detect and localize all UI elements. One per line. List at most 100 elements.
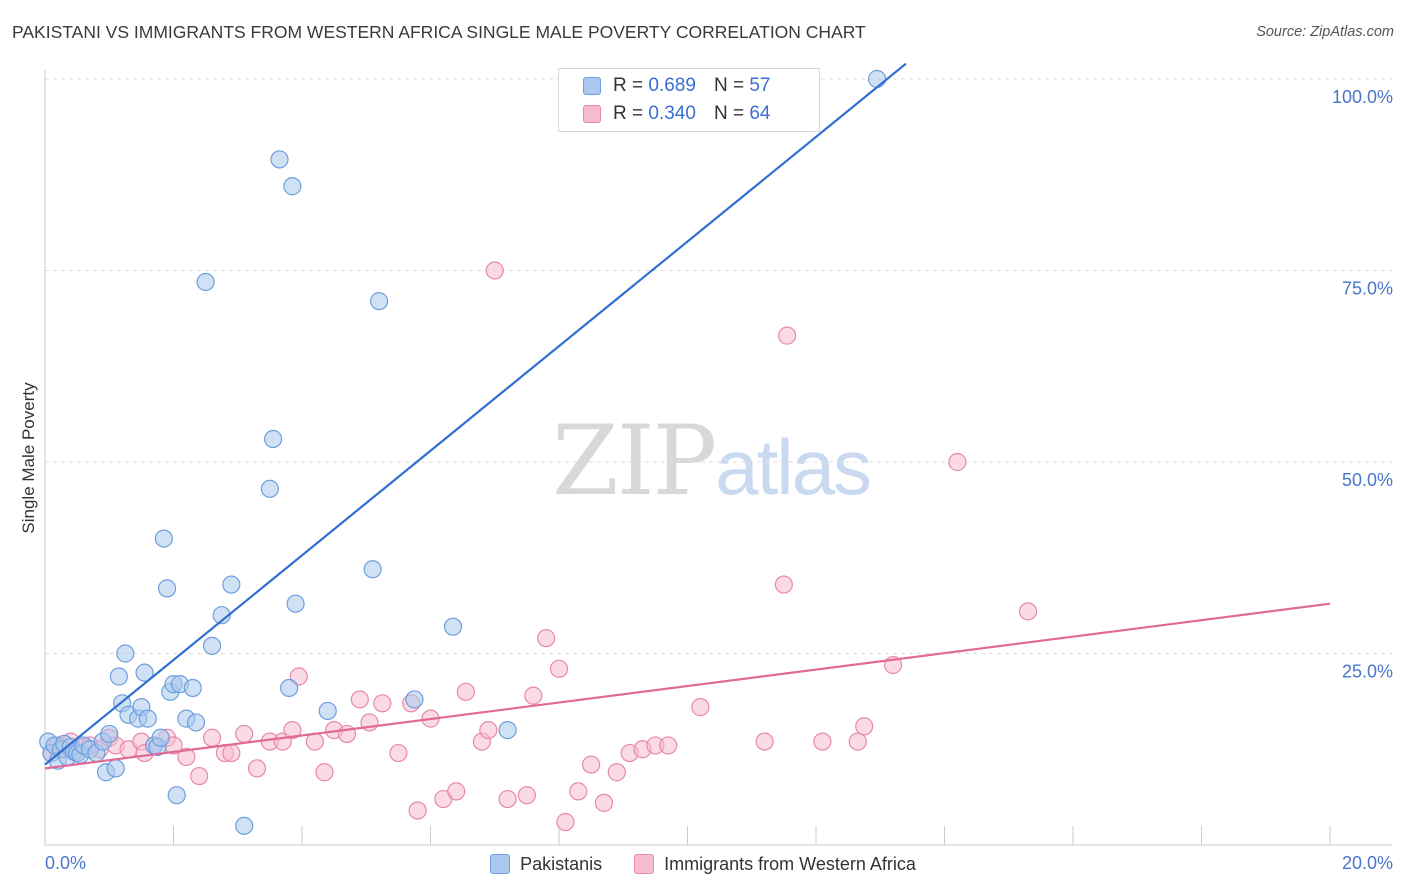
point-western-africa — [594, 793, 614, 812]
point-western-africa — [479, 720, 498, 740]
series-legend-pakistanis[interactable]: Pakistanis — [490, 854, 602, 875]
point-western-africa — [235, 724, 254, 744]
point-pakistanis — [235, 816, 254, 835]
point-pakistanis — [100, 724, 119, 744]
chart-title: PAKISTANI VS IMMIGRANTS FROM WESTERN AFR… — [12, 22, 866, 42]
point-pakistanis — [196, 272, 215, 292]
y-tick-label: 50.0% — [1342, 470, 1393, 490]
x-tick-label: 0.0% — [45, 853, 86, 873]
point-western-africa — [549, 659, 569, 678]
point-pakistanis — [154, 529, 173, 548]
legend-r-value: 0.689 — [648, 75, 696, 96]
point-western-africa — [373, 694, 392, 713]
point-pakistanis — [260, 479, 279, 498]
y-tick-label: 25.0% — [1342, 662, 1393, 682]
legend-row-western-africa: R = 0.340 N = 64 — [583, 101, 770, 127]
point-pakistanis — [109, 667, 128, 686]
point-western-africa — [190, 766, 209, 786]
point-western-africa — [755, 732, 774, 751]
point-western-africa — [447, 782, 466, 801]
trendline-western-africa — [44, 602, 1331, 770]
legend-r-label: R = — [613, 75, 644, 96]
series-swatch-blue — [490, 854, 511, 874]
point-pakistanis — [867, 69, 887, 89]
point-pakistanis — [443, 617, 463, 636]
legend-r-label: R = — [613, 103, 644, 124]
watermark-zip: ZIP — [552, 405, 717, 517]
legend-swatch-pink — [583, 105, 601, 123]
correlation-legend: R = 0.689 N = 57 R = 0.340 N = 64 — [558, 68, 820, 132]
point-western-africa — [607, 763, 626, 782]
point-western-africa — [948, 452, 967, 472]
point-pakistanis — [405, 690, 424, 709]
point-pakistanis — [370, 292, 389, 311]
point-pakistanis — [498, 720, 517, 740]
point-pakistanis — [151, 728, 170, 747]
series-legend: Pakistanis Immigrants from Western Afric… — [0, 851, 1406, 877]
legend-n-value: 57 — [749, 75, 771, 96]
point-pakistanis — [263, 429, 283, 449]
series-name: Pakistanis — [520, 853, 603, 874]
point-western-africa — [177, 747, 196, 767]
watermark-atlas: atlas — [715, 423, 872, 511]
legend-n-label: N = — [713, 75, 745, 96]
watermark: ZIPatlas — [552, 405, 872, 517]
point-western-africa — [202, 728, 222, 747]
point-pakistanis — [186, 713, 206, 732]
point-western-africa — [582, 755, 601, 774]
point-pakistanis — [135, 663, 154, 682]
series-legend-western-africa[interactable]: Immigrants from Western Africa — [634, 854, 916, 875]
series-swatch-pink — [634, 854, 655, 874]
point-pakistanis — [106, 759, 125, 778]
point-western-africa — [498, 789, 517, 809]
legend-row-pakistanis: R = 0.689 N = 57 — [583, 73, 770, 99]
point-western-africa — [456, 682, 475, 701]
point-pakistanis — [116, 644, 135, 663]
point-western-africa — [408, 801, 427, 820]
point-western-africa — [389, 743, 408, 763]
point-western-africa — [537, 629, 556, 648]
point-pakistanis — [138, 709, 157, 728]
point-western-africa — [569, 782, 588, 801]
point-pakistanis — [222, 575, 241, 594]
source-credit: Source: ZipAtlas.com — [1256, 24, 1394, 40]
point-western-africa — [556, 812, 575, 832]
y-tick-label: 75.0% — [1342, 279, 1393, 299]
point-pakistanis — [318, 701, 337, 721]
point-pakistanis — [183, 678, 202, 698]
point-pakistanis — [280, 678, 299, 698]
point-pakistanis — [283, 177, 302, 196]
point-western-africa — [517, 786, 536, 805]
point-western-africa — [659, 736, 678, 755]
point-western-africa — [524, 686, 543, 705]
point-pakistanis — [157, 579, 177, 598]
point-western-africa — [691, 698, 710, 717]
point-western-africa — [777, 326, 797, 345]
point-pakistanis — [167, 786, 186, 805]
point-western-africa — [247, 759, 267, 778]
y-tick-label: 100.0% — [1332, 87, 1393, 107]
point-western-africa — [283, 720, 302, 740]
point-western-africa — [813, 732, 832, 751]
legend-n-label: N = — [713, 103, 745, 124]
point-pakistanis — [286, 594, 305, 613]
legend-n-value: 64 — [749, 103, 771, 124]
point-western-africa — [774, 575, 793, 594]
point-western-africa — [315, 763, 334, 782]
point-western-africa — [848, 732, 867, 751]
series-name: Immigrants from Western Africa — [664, 853, 916, 874]
legend-r-value: 0.340 — [648, 103, 696, 124]
point-western-africa — [485, 261, 504, 280]
point-pakistanis — [270, 150, 289, 169]
point-pakistanis — [363, 560, 382, 579]
point-western-africa — [855, 717, 874, 736]
legend-swatch-blue — [583, 77, 601, 95]
point-western-africa — [350, 690, 369, 709]
trendline-pakistanis — [44, 62, 907, 766]
y-axis-title: Single Male Poverty — [19, 382, 38, 534]
x-tick-label: 20.0% — [1342, 853, 1393, 873]
point-western-africa — [1018, 602, 1038, 621]
point-pakistanis — [202, 636, 222, 655]
point-western-africa — [222, 743, 241, 763]
